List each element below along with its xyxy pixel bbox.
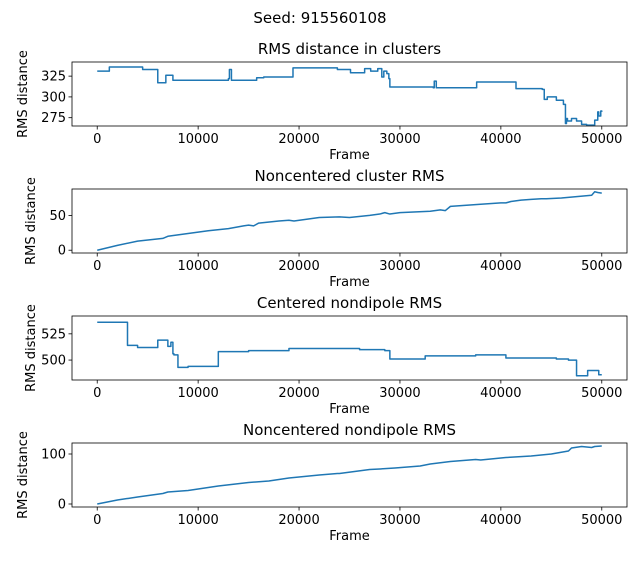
x-tick-label: 50000	[581, 513, 622, 528]
x-tick-label: 30000	[379, 132, 420, 147]
series-line	[97, 191, 602, 251]
x-tick-label: 0	[93, 132, 101, 147]
x-tick-label: 30000	[379, 386, 420, 401]
x-tick-label: 0	[93, 386, 101, 401]
y-tick-label: 0	[58, 498, 66, 513]
y-axis-label: RMS distance	[24, 177, 39, 265]
panel-3: Centered nondipole RMS 0 10000 20000 30000 40…	[24, 294, 628, 417]
x-axis-label: Frame	[329, 529, 370, 544]
x-tick-label: 10000	[177, 386, 218, 401]
y-tick-label: 525	[41, 327, 66, 342]
y-tick-label: 275	[41, 111, 66, 126]
x-tick-label: 50000	[581, 386, 622, 401]
axes-frame	[71, 315, 628, 381]
x-axis-label: Frame	[329, 402, 370, 417]
panel-title: Centered nondipole RMS	[257, 294, 442, 312]
y-axis-label: RMS distance	[16, 50, 31, 138]
x-tick-label: 40000	[480, 132, 521, 147]
panel-1: RMS distance in clusters 0 10000 20000 30000…	[16, 40, 628, 163]
x-tick-label: 10000	[177, 132, 218, 147]
x-tick-label: 20000	[278, 386, 319, 401]
y-tick-label: 325	[41, 70, 66, 85]
x-tick-label: 20000	[278, 513, 319, 528]
y-tick-label: 100	[41, 448, 66, 463]
y-axis-label: RMS distance	[16, 431, 31, 519]
panel-2: Noncentered cluster RMS 0 10000 20000 30000 4…	[24, 167, 628, 290]
x-tick-label: 20000	[278, 259, 319, 274]
series-line	[97, 321, 602, 377]
axes-frame	[71, 188, 628, 254]
y-tick-label: 50	[49, 209, 66, 224]
x-tick-label: 40000	[480, 513, 521, 528]
y-tick-label: 500	[41, 354, 66, 369]
x-axis-label: Frame	[329, 148, 370, 163]
series-line	[97, 66, 603, 126]
y-axis-label: RMS distance	[24, 304, 39, 392]
panel-4: Noncentered nondipole RMS 0 10000 20000 3000…	[16, 421, 628, 544]
y-tick-label: 300	[41, 90, 66, 105]
x-tick-label: 0	[93, 513, 101, 528]
x-tick-label: 50000	[581, 132, 622, 147]
panel-title: Noncentered cluster RMS	[254, 167, 444, 185]
x-tick-label: 40000	[480, 259, 521, 274]
axes-frame	[71, 61, 628, 127]
panel-title: Noncentered nondipole RMS	[243, 421, 456, 439]
x-tick-label: 30000	[379, 259, 420, 274]
x-axis-label: Frame	[329, 275, 370, 290]
series-line	[97, 445, 602, 505]
x-tick-label: 20000	[278, 132, 319, 147]
x-tick-label: 30000	[379, 513, 420, 528]
y-tick-label: 0	[58, 244, 66, 259]
x-tick-label: 10000	[177, 259, 218, 274]
x-tick-label: 0	[93, 259, 101, 274]
x-tick-label: 10000	[177, 513, 218, 528]
panel-title: RMS distance in clusters	[258, 40, 441, 58]
x-tick-label: 50000	[581, 259, 622, 274]
axes-frame	[71, 442, 628, 508]
x-tick-label: 40000	[480, 386, 521, 401]
figure-suptitle: Seed: 915560108	[253, 9, 386, 27]
